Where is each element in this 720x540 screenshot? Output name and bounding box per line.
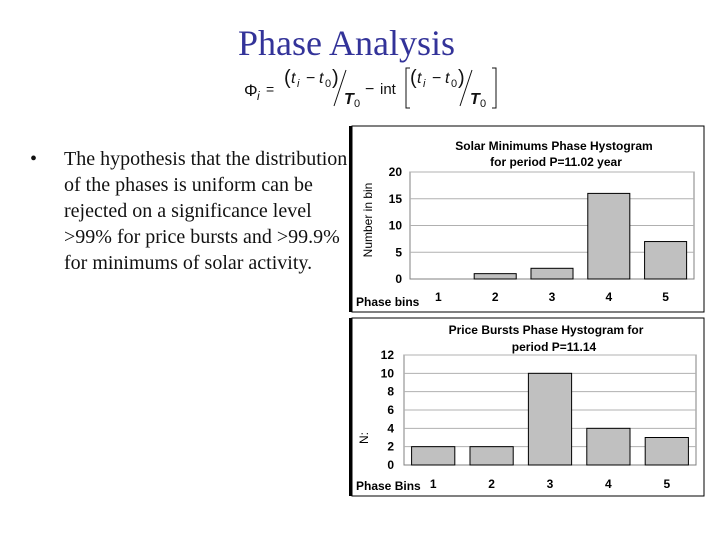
chart2-ytick-label: 0 [387, 458, 394, 472]
chart2-ytick-label: 2 [387, 440, 394, 454]
chart1-bar [587, 192, 631, 280]
formula-T0: T [344, 91, 355, 108]
formula-bracket-close [492, 67, 497, 109]
chart1-category-label: 3 [549, 290, 556, 304]
formula-paren-close-2: ) [458, 67, 465, 89]
formula-T0-sub: 0 [354, 98, 360, 110]
formula-int: int [380, 81, 397, 98]
formula-t-sub-i: i [297, 78, 300, 90]
chart-solar-minimums: Solar Minimums Phase Hystogram for perio… [349, 125, 705, 313]
phase-formula: Φ i = ( t i − t 0 ) T 0 − int ( t i − t … [244, 67, 497, 110]
formula-phi: Φ [244, 81, 258, 100]
chart2-ytick-label: 4 [387, 421, 394, 435]
chart2-ytick-label: 10 [381, 366, 395, 380]
chart2-ytick-label: 12 [381, 348, 395, 362]
formula-paren-open-2: ( [410, 67, 417, 89]
formula-T0-sub-2: 0 [480, 98, 486, 110]
chart2-category-label: 4 [605, 477, 612, 491]
chart1-frame-shadow [349, 126, 352, 312]
formula-slash [333, 69, 347, 107]
chart1-category-label: 2 [492, 290, 499, 304]
chart2-bar [586, 427, 631, 466]
chart1-plot: 0 5 10 15 20 1 2 3 4 5 [389, 165, 695, 304]
chart2-bar [644, 437, 689, 466]
chart1-subtitle: for period P=11.02 year [490, 155, 622, 169]
chart2-xlabel: Phase Bins [356, 479, 421, 493]
chart2-category-label: 2 [488, 477, 495, 491]
bullet-marker: • [30, 148, 38, 170]
formula-slash-2 [459, 69, 473, 107]
chart2-frame-shadow [349, 318, 352, 496]
formula-bracket-open [405, 67, 410, 109]
chart2-ylabel: N: [357, 432, 371, 444]
chart1-ytick-label: 20 [389, 165, 403, 179]
formula-t0-2: t [445, 70, 450, 87]
chart2-subtitle: period P=11.14 [512, 340, 597, 354]
chart1-ytick-label: 10 [389, 219, 403, 233]
formula-t0-sub: 0 [325, 78, 331, 90]
chart1-category-label: 1 [435, 290, 442, 304]
chart2-category-label: 1 [430, 477, 437, 491]
chart-price-bursts: Price Bursts Phase Hystogram for period … [349, 317, 705, 497]
chart1-category-label: 4 [605, 290, 612, 304]
chart1-ytick-label: 5 [395, 245, 402, 259]
formula-minus: − [306, 70, 315, 87]
formula-minus-2: − [365, 81, 374, 98]
chart1-ytick-label: 15 [389, 192, 403, 206]
formula-t0: t [319, 70, 324, 87]
chart2-category-label: 3 [547, 477, 554, 491]
chart1-bar [530, 267, 574, 280]
chart2-bar [411, 446, 456, 466]
slide-title: Phase Analysis [238, 23, 456, 63]
chart2-ytick-label: 6 [387, 403, 394, 417]
chart2-bar [527, 372, 573, 466]
chart2-bar [469, 446, 514, 466]
chart1-ytick-label: 0 [395, 272, 402, 286]
formula-t0-sub-2: 0 [451, 78, 457, 90]
formula-T0-2: T [470, 91, 481, 108]
formula-paren-open: ( [284, 67, 291, 89]
bullet-text: The hypothesis that the distribution of … [64, 148, 348, 274]
formula-sub-i: i [257, 89, 260, 103]
chart1-bar [473, 273, 517, 280]
chart2-category-label: 5 [663, 477, 670, 491]
chart1-title: Solar Minimums Phase Hystogram [455, 139, 652, 153]
chart2-ytick-label: 8 [387, 385, 394, 399]
formula-t-sub-i-2: i [423, 78, 426, 90]
formula-t-2: t [417, 70, 422, 87]
formula-t: t [291, 70, 296, 87]
chart1-category-label: 5 [662, 290, 669, 304]
chart1-bar [644, 241, 688, 280]
formula-minus-3: − [432, 70, 441, 87]
formula-equals: = [266, 81, 274, 97]
formula-paren-close: ) [332, 67, 339, 89]
chart1-ylabel: Number in bin [361, 183, 375, 258]
chart2-title: Price Bursts Phase Hystogram for [449, 323, 644, 337]
chart1-xlabel: Phase bins [356, 295, 420, 309]
